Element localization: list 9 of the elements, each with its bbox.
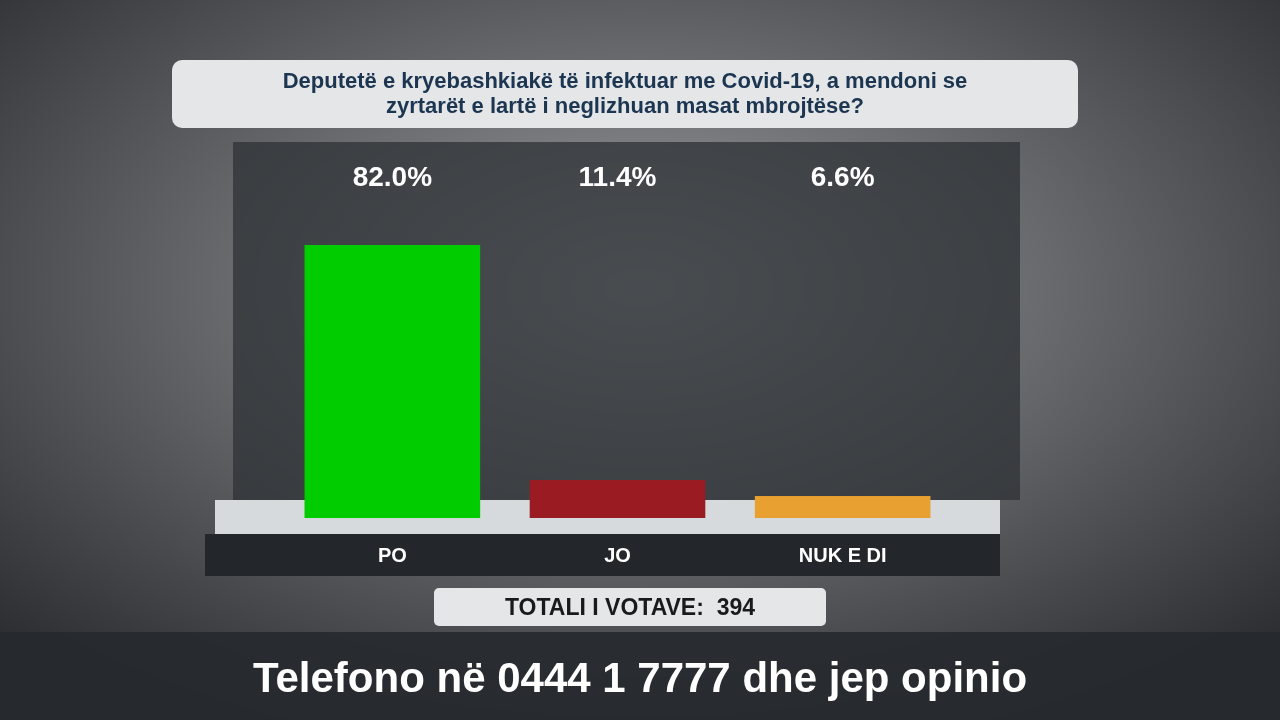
data-label: 11.4% (578, 161, 657, 192)
text: Telefono në 0444 1 7777 dhe jep opinio (252, 654, 1028, 701)
x-tick-label: PO (377, 544, 407, 566)
text: TOTALI I VOTAVE: 394 (504, 594, 756, 620)
chart-title: Deputetë e kryebashkiakë të infektuar me Covid-19, a mendoni se zyrtarët e lartë i neglizhuan masat mbrojtëse? (282, 68, 968, 118)
x-tick-label: NUK E DI (798, 544, 887, 566)
data-label: 82.0% (352, 161, 433, 192)
data-label: 6.6% (810, 161, 875, 192)
x-tick-label: JO (604, 544, 631, 566)
